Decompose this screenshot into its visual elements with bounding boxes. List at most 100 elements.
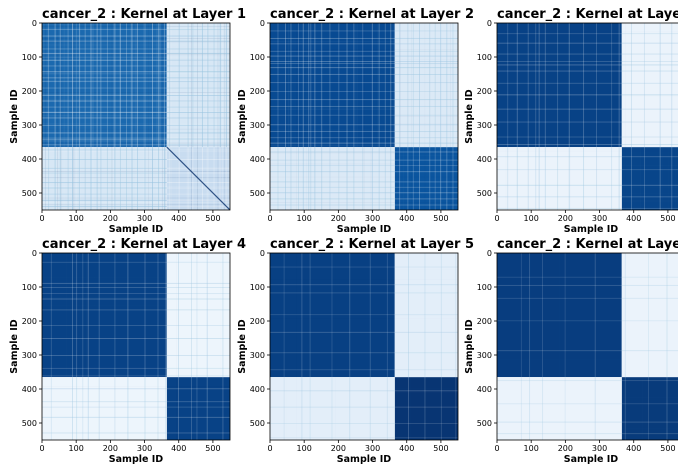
stripe-row xyxy=(270,105,458,107)
stripe-row-offdiag xyxy=(42,187,167,189)
texture-line xyxy=(450,23,451,210)
y-tick-label: 0 xyxy=(487,249,492,258)
stripe-row xyxy=(42,59,230,61)
stripe-col xyxy=(310,23,312,210)
texture-line xyxy=(497,187,678,188)
y-tick-label: 400 xyxy=(250,155,265,164)
texture-line xyxy=(224,23,225,210)
axes-frame xyxy=(496,252,678,441)
stripe-col-offdiag xyxy=(96,147,98,210)
stripe-col xyxy=(507,23,509,210)
stripe-row xyxy=(42,29,230,31)
stripe-row-offdiag xyxy=(621,94,678,96)
stripe-row xyxy=(270,266,458,268)
x-tick-label: 400 xyxy=(171,214,186,223)
y-tick-label: 0 xyxy=(32,19,37,28)
texture-line xyxy=(42,386,230,387)
stripe-col-offdiag xyxy=(178,253,179,378)
texture-line xyxy=(45,23,46,210)
stripe-col-offdiag xyxy=(302,147,304,210)
stripe-col-offdiag xyxy=(527,147,529,210)
stripe-row-offdiag xyxy=(394,114,458,116)
stripe-col xyxy=(114,253,116,440)
stripe-col-offdiag xyxy=(538,147,540,210)
texture-line xyxy=(42,172,230,173)
x-tick-label: 200 xyxy=(558,444,573,453)
stripe-row xyxy=(270,284,458,286)
stripe-col xyxy=(564,253,566,440)
chart-title: cancer_2 : Kernel at Layer 5 xyxy=(270,237,474,252)
stripe-row-offdiag xyxy=(166,132,230,134)
stripe-row xyxy=(497,64,678,66)
stripe-col-offdiag xyxy=(196,253,198,378)
stripe-row-offdiag xyxy=(621,121,678,123)
y-tick-label: 300 xyxy=(477,121,492,130)
stripe-row-offdiag xyxy=(621,61,678,62)
y-tick-label: 400 xyxy=(250,385,265,394)
texture-line xyxy=(497,151,678,152)
stripe-col xyxy=(76,253,78,440)
texture-line xyxy=(42,60,230,62)
texture-line xyxy=(79,23,81,210)
stripe-col xyxy=(178,253,179,440)
stripe-row xyxy=(42,293,230,295)
stripe-col xyxy=(178,23,180,210)
stripe-col-offdiag xyxy=(596,147,598,210)
stripe-col-offdiag xyxy=(671,23,673,148)
stripe-col xyxy=(583,23,585,210)
stripe-row xyxy=(270,171,458,173)
block-top-left xyxy=(42,253,167,378)
stripe-row-offdiag xyxy=(394,314,458,316)
stripe-col xyxy=(290,23,292,210)
block-top-right xyxy=(621,23,678,148)
stripe-row-offdiag xyxy=(394,266,458,268)
stripe-row xyxy=(270,63,458,65)
stripe-row xyxy=(497,403,678,405)
stripe-col-offdiag xyxy=(76,377,78,440)
texture-line xyxy=(570,23,571,210)
texture-line xyxy=(191,23,192,210)
stripe-row xyxy=(270,390,458,392)
stripe-row xyxy=(270,99,458,101)
stripe-row xyxy=(497,33,678,35)
stripe-col-offdiag xyxy=(507,147,509,210)
stripe-row-offdiag xyxy=(394,284,458,286)
stripe-row-offdiag xyxy=(166,81,230,83)
stripe-col xyxy=(369,253,371,440)
axes-frame xyxy=(41,252,231,441)
y-tick-label: 100 xyxy=(22,53,37,62)
stripe-row xyxy=(497,53,678,55)
stripe-row xyxy=(42,182,230,184)
texture-line xyxy=(191,23,193,210)
stripe-col xyxy=(349,253,351,440)
texture-line xyxy=(76,23,78,210)
stripe-col xyxy=(277,23,279,210)
texture-line xyxy=(497,165,678,166)
block-bottom-left xyxy=(270,147,395,210)
y-tick-label: 300 xyxy=(250,121,265,130)
texture-line xyxy=(42,297,230,298)
stripe-col xyxy=(196,253,198,440)
texture-line xyxy=(42,53,230,55)
texture-line xyxy=(42,305,230,306)
texture-line xyxy=(226,23,228,210)
stripe-row xyxy=(497,350,678,352)
texture-line xyxy=(42,99,230,101)
x-tick-label: 100 xyxy=(297,444,312,453)
stripe-row xyxy=(42,87,230,89)
stripe-col xyxy=(82,253,84,440)
stripe-col-offdiag xyxy=(419,23,420,148)
texture-line xyxy=(42,202,230,203)
stripe-row xyxy=(270,124,458,126)
texture-line xyxy=(42,44,230,46)
texture-line xyxy=(42,40,230,42)
stripe-row-offdiag xyxy=(166,106,230,108)
texture-line xyxy=(57,23,59,210)
texture-line xyxy=(188,23,190,210)
stripe-row-offdiag xyxy=(166,52,230,54)
stripe-row xyxy=(270,331,458,333)
stripe-row-offdiag xyxy=(621,64,678,66)
stripe-col xyxy=(225,23,227,210)
stripe-row-offdiag xyxy=(166,293,230,295)
